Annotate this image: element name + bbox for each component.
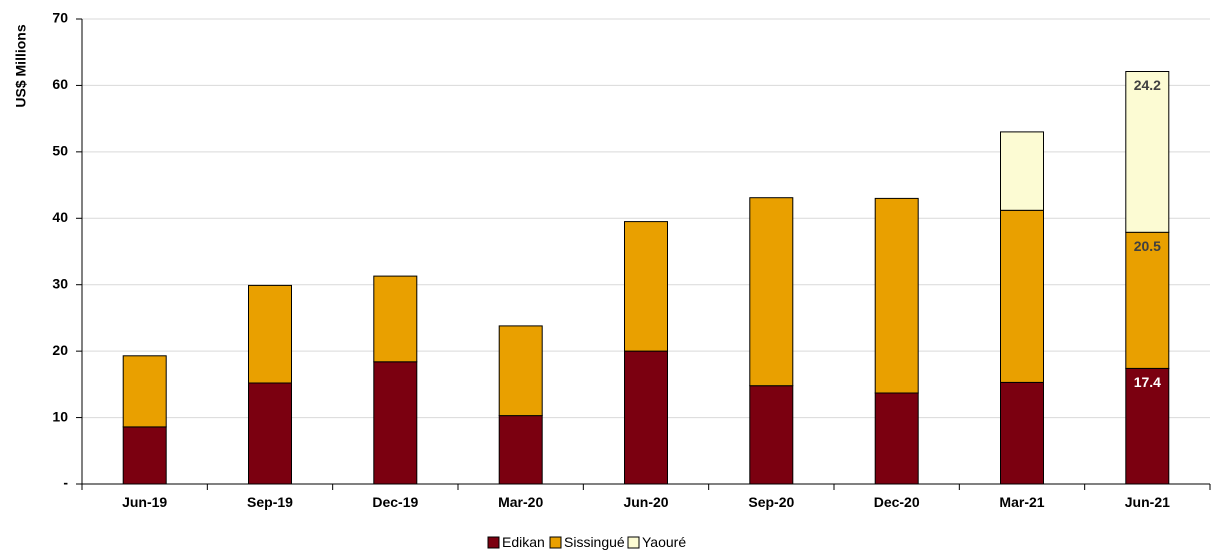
legend-swatch-sissingu- (549, 536, 562, 549)
x-tick-label: Dec-20 (874, 494, 920, 510)
axes (76, 18, 1211, 490)
legend-label: Yaouré (642, 534, 686, 550)
bar-sissingu--dec-20 (874, 197, 919, 394)
bar-sissingu--sep-19 (248, 284, 292, 384)
x-tick-label: Mar-20 (498, 494, 543, 510)
x-tick-label: Jun-19 (122, 494, 167, 510)
bar-sissingu--jun-20 (624, 221, 668, 352)
bar-edikan-mar-21 (1000, 381, 1044, 485)
bar-edikan-dec-20 (874, 392, 919, 485)
y-tick-label: 50 (52, 143, 68, 159)
x-tick-label: Mar-21 (999, 494, 1044, 510)
y-tick-label: 20 (52, 342, 68, 358)
y-tick-label: - (63, 475, 68, 491)
x-tick-labels: Jun-19 Sep-19 Dec-19 Mar-20 Jun-20 Sep-20 Dec-… (122, 494, 1170, 510)
bar-edikan-sep-19 (248, 382, 292, 485)
bar-sissingu--dec-19 (373, 275, 418, 363)
x-tick-label: Sep-19 (247, 494, 293, 510)
data-label: 24.2 (1134, 77, 1161, 93)
x-tick-label: Jun-20 (623, 494, 668, 510)
bar-yaour--jun-21 (1125, 71, 1170, 233)
y-tick-label: 30 (52, 275, 68, 291)
x-tick-label: Sep-20 (748, 494, 794, 510)
data-label: 20.5 (1134, 238, 1161, 254)
y-tick-label: 60 (52, 76, 68, 92)
x-tick-label: Dec-19 (372, 494, 418, 510)
legend-label: Sissingué (564, 534, 625, 550)
legend-swatch-edikan (487, 536, 500, 549)
bar-sissingu--sep-20 (749, 197, 794, 387)
legend-label: Edikan (502, 534, 545, 550)
bars (122, 71, 1170, 485)
bar-edikan-jun-20 (624, 350, 668, 485)
data-label: 17.4 (1134, 374, 1161, 390)
y-tick-label: 40 (52, 209, 68, 225)
bar-sissingu--jun-21 (1125, 231, 1170, 369)
bar-sissingu--mar-21 (1000, 209, 1044, 383)
y-tick-label: 70 (52, 10, 68, 26)
bar-edikan-dec-19 (373, 361, 418, 485)
y-tick-label: 10 (52, 408, 68, 424)
x-tick-label: Jun-21 (1125, 494, 1170, 510)
bar-edikan-sep-20 (749, 385, 794, 485)
y-axis-label: US$ Millions (13, 24, 29, 107)
y-tick-labels: - 10 20 30 40 50 60 70 (52, 10, 68, 491)
legend: Edikan Sissingué Yaouré (487, 534, 686, 550)
bar-yaour--mar-21 (1000, 131, 1044, 211)
legend-swatch-yaour- (627, 536, 640, 549)
bar-edikan-mar-20 (498, 415, 543, 485)
bar-edikan-jun-19 (122, 426, 167, 485)
bar-sissingu--mar-20 (498, 325, 543, 417)
data-labels: 17.4 20.5 24.2 (1134, 77, 1161, 390)
bar-sissingu--jun-19 (122, 355, 167, 428)
